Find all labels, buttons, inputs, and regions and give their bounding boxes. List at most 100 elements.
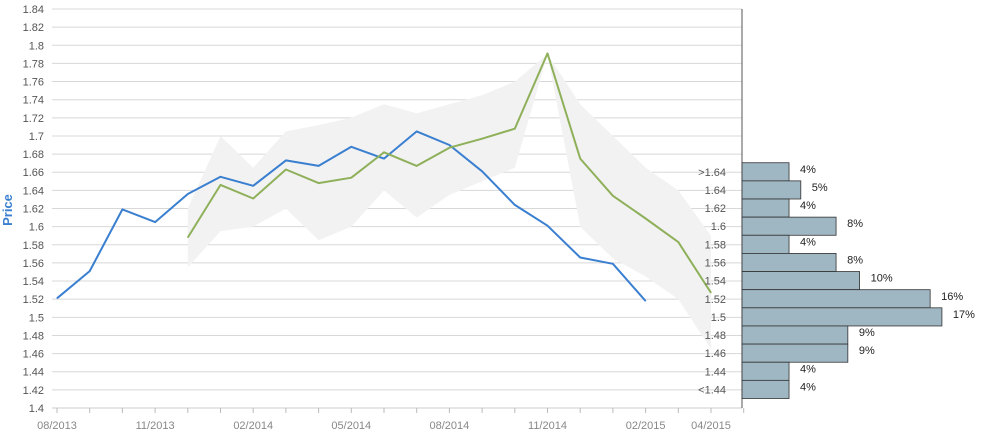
distribution-bar — [741, 198, 790, 218]
forecast-point — [383, 151, 385, 153]
y-tick-label: 1.56 — [23, 258, 44, 270]
distribution-bar — [741, 162, 790, 182]
actual-point — [514, 204, 516, 206]
x-tick-label: 08/2013 — [37, 420, 77, 432]
distribution-category-label: 1.5 — [711, 312, 726, 324]
distribution-category-label: 1.6 — [711, 221, 726, 233]
distribution-category-label: 1.46 — [705, 348, 726, 360]
y-tick-label: 1.58 — [23, 240, 44, 252]
y-tick-label: 1.64 — [23, 185, 44, 197]
forecast-point — [350, 177, 352, 179]
actual-point — [579, 257, 581, 258]
distribution-category-label: >1.64 — [698, 167, 726, 179]
distribution-percent-label: 9% — [859, 327, 875, 339]
x-tick-label: 11/2013 — [136, 420, 175, 432]
forecast-point — [220, 184, 221, 186]
y-tick-label: 1.62 — [23, 204, 44, 216]
distribution-percent-label: 17% — [953, 309, 975, 321]
y-tick-label: 1.48 — [23, 330, 44, 342]
distribution-category-label: 1.44 — [705, 366, 726, 378]
forecast-point — [677, 241, 679, 243]
distribution-percent-label: 16% — [941, 291, 963, 303]
distribution-bar — [741, 325, 849, 345]
y-tick-label: 1.52 — [23, 294, 44, 306]
actual-point — [318, 165, 320, 167]
distribution-category-label: <1.44 — [698, 384, 726, 396]
forecast-point — [318, 182, 320, 184]
distribution-category-label: 1.48 — [705, 330, 726, 342]
actual-point — [252, 185, 254, 187]
distribution-percent-label: 4% — [800, 363, 816, 375]
distribution-percent-label: 10% — [871, 273, 893, 285]
distribution-bar — [741, 379, 790, 399]
distribution-percent-label: 9% — [859, 345, 875, 357]
x-tick-label: 11/2014 — [528, 420, 567, 432]
x-tick-label: 04/2015 — [691, 420, 731, 432]
actual-point — [448, 144, 450, 146]
actual-point — [416, 130, 418, 132]
forecast-point — [547, 52, 548, 54]
distribution-percent-label: 8% — [847, 254, 863, 266]
series-lines — [56, 52, 712, 302]
forecast-point — [187, 237, 189, 238]
forecast-point — [612, 195, 614, 197]
y-tick-label: 1.44 — [23, 367, 44, 379]
y-tick-label: 1.76 — [23, 77, 44, 89]
distribution-histogram: >1.64 4%1.64 5%1.62 4%1.6 8%1.58 4%1.56 8%1.54… — [698, 162, 975, 399]
forecast-point — [514, 128, 516, 130]
forecast-point — [448, 147, 450, 149]
actual-point — [285, 159, 287, 161]
forecast-point — [645, 218, 647, 219]
y-tick-label: 1.4 — [29, 403, 44, 415]
actual-point — [645, 300, 647, 302]
forecast-band — [187, 54, 712, 350]
actual-point — [187, 193, 189, 195]
y-tick-label: 1.72 — [23, 113, 44, 125]
distribution-bar — [741, 343, 849, 363]
actual-point — [547, 225, 548, 227]
distribution-bar — [741, 307, 943, 327]
distribution-bar — [741, 234, 790, 254]
actual-point — [56, 297, 58, 299]
y-tick-label: 1.78 — [23, 58, 44, 70]
actual-point — [89, 270, 91, 272]
y-tick-label: 1.6 — [29, 222, 44, 234]
actual-point — [612, 263, 614, 265]
y-tick-label: 1.74 — [23, 95, 44, 107]
distribution-percent-label: 4% — [800, 200, 816, 212]
distribution-bar — [741, 271, 860, 291]
y-tick-label: 1.68 — [23, 149, 44, 161]
y-tick-label: 1.82 — [23, 22, 44, 34]
actual-point — [481, 170, 483, 172]
actual-point — [154, 221, 156, 223]
y-axis-label: Price — [0, 194, 15, 226]
y-tick-label: 1.8 — [29, 40, 44, 52]
distribution-bar — [741, 180, 802, 200]
forecast-point — [481, 138, 483, 140]
x-tick-label: 05/2014 — [331, 420, 371, 432]
y-tick-label: 1.7 — [29, 131, 44, 143]
y-tick-label: 1.54 — [23, 276, 44, 288]
y-tick-label: 1.84 — [23, 4, 44, 16]
distribution-bar — [741, 216, 837, 236]
distribution-bar — [741, 361, 790, 381]
distribution-category-label: 1.52 — [705, 294, 726, 306]
distribution-percent-label: 4% — [800, 236, 816, 248]
forecast-point — [285, 169, 287, 170]
y-tick-label: 1.42 — [23, 385, 44, 397]
actual-point — [121, 208, 123, 210]
distribution-percent-label: 8% — [847, 218, 863, 230]
y-tick-label: 1.66 — [23, 167, 44, 179]
forecast-point — [579, 158, 581, 160]
distribution-category-label: 1.58 — [705, 239, 726, 251]
y-tick-label: 1.5 — [29, 312, 44, 324]
x-tick-label: 02/2014 — [233, 420, 273, 432]
x-tick-label: 08/2014 — [430, 420, 470, 432]
distribution-category-label: 1.56 — [705, 257, 726, 269]
forecast-point — [416, 165, 418, 167]
forecast-range-band — [187, 54, 712, 350]
forecast-point — [252, 198, 254, 199]
actual-point — [350, 146, 352, 148]
distribution-bar — [741, 253, 837, 272]
